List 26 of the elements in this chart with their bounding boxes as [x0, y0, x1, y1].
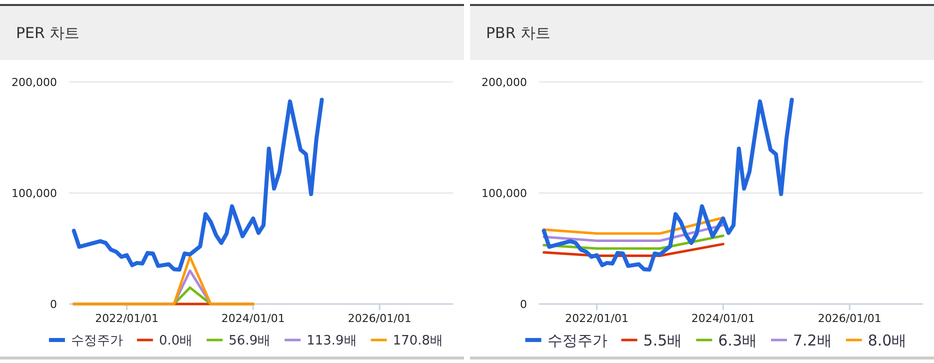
x-tick-label: 2024/01/01 — [221, 312, 285, 325]
legend-label: 0.0배 — [158, 334, 193, 349]
line-series — [72, 98, 324, 272]
legend-label: 5.5배 — [643, 331, 682, 350]
line-series — [542, 98, 794, 272]
y-tick-label: 0 — [520, 298, 527, 311]
y-tick-label: 100,000 — [12, 187, 57, 200]
x-tick-label: 2022/01/01 — [565, 312, 628, 325]
x-tick-label: 2026/01/01 — [348, 312, 412, 325]
x-tick-label: 2024/01/01 — [691, 312, 755, 325]
legend-label: 수정주가 — [70, 334, 123, 349]
y-tick-label: 200,000 — [12, 76, 57, 89]
x-tick-label: 2022/01/01 — [95, 312, 158, 325]
chart-title: PER 차트 — [16, 24, 80, 42]
legend-label: 수정주가 — [547, 331, 608, 350]
legend-label: 8.0배 — [868, 331, 907, 350]
x-tick-label: 2026/01/01 — [818, 312, 882, 325]
chart-title: PBR 차트 — [486, 24, 551, 42]
y-tick-label: 200,000 — [482, 76, 527, 89]
y-tick-label: 100,000 — [482, 187, 527, 200]
legend-label: 6.3배 — [718, 331, 757, 350]
legend-label: 170.8배 — [392, 334, 444, 349]
legend-label: 113.9배 — [306, 334, 357, 349]
legend-label: 56.9배 — [228, 334, 271, 349]
y-tick-label: 0 — [50, 298, 57, 311]
legend-label: 7.2배 — [793, 331, 832, 350]
